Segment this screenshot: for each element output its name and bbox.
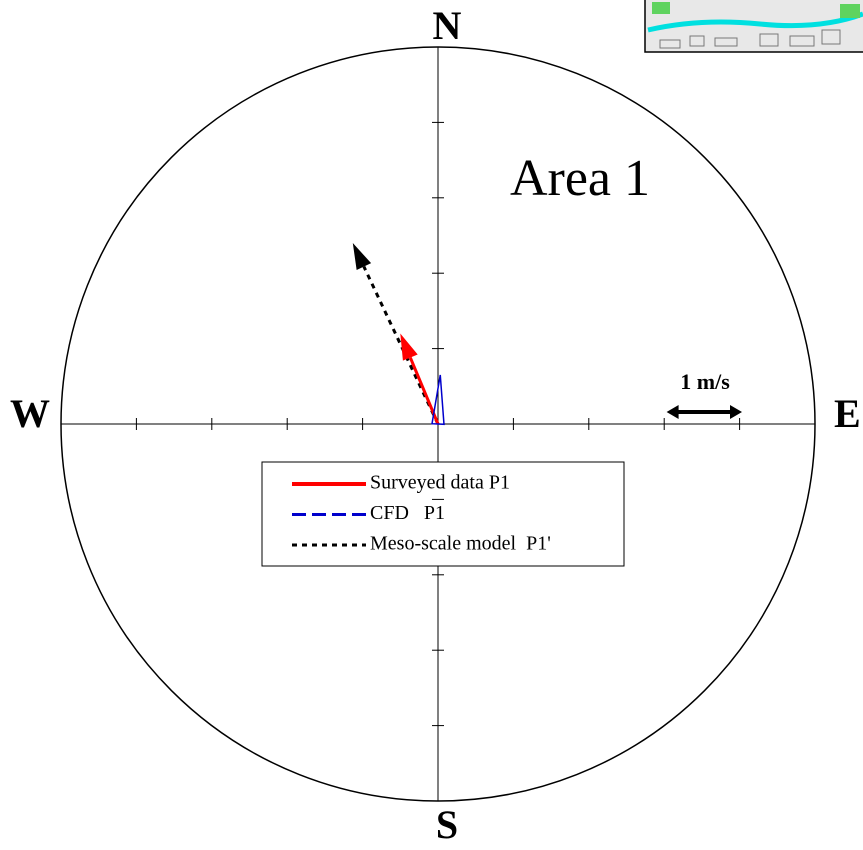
north-label: N [433,3,462,48]
wind-vector [400,334,438,424]
chart-title: Area 1 [510,150,650,207]
south-label: S [436,802,458,847]
chart: N S W E Area 1 1 m/s Surveyed data P1 CFD… [0,0,863,850]
scale-key-label: 1 m/s [680,369,730,394]
vector-head [400,334,417,361]
east-label: E [834,391,861,436]
legend-label: CFD P1 [370,502,445,524]
scale-key-arrow [667,405,742,419]
west-label: W [10,391,50,436]
legend-label: Surveyed data P1 [370,472,510,494]
scale-key-head [667,405,679,419]
map-thumbnail [645,0,863,52]
vector-head [353,243,371,270]
scale-key-head [730,405,742,419]
legend-label: Meso-scale model P1' [370,533,551,555]
